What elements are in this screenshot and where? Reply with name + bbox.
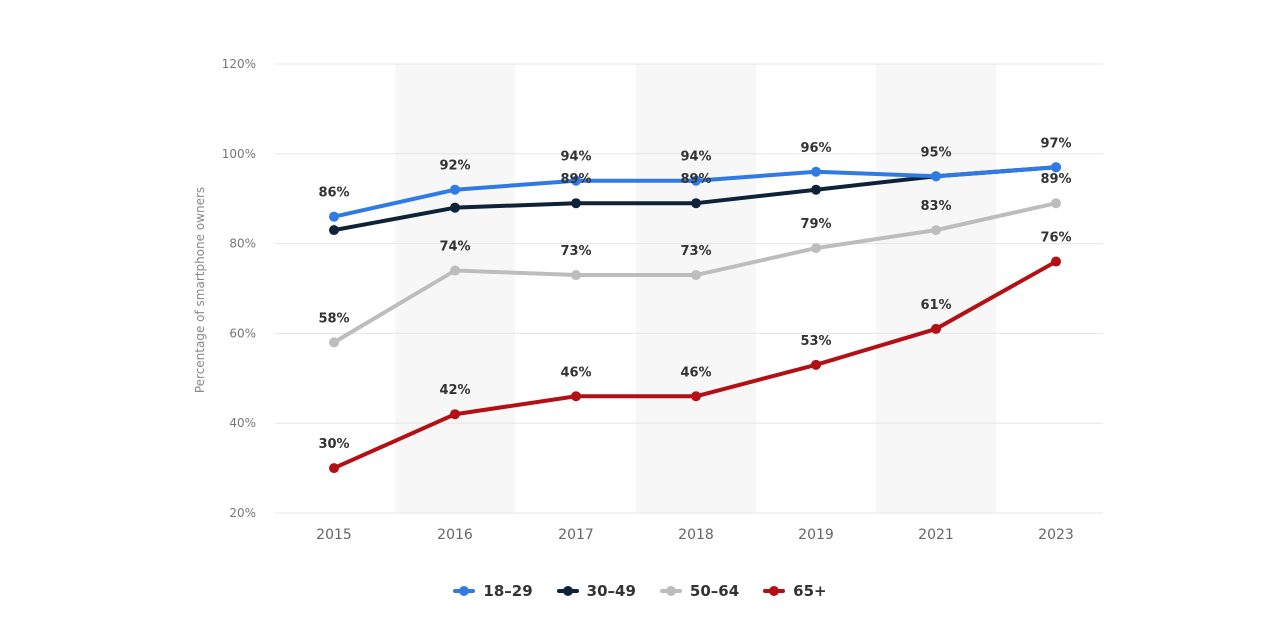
y-axis-tick-labels: 20% 40% 60% 80% 100% 120% (222, 57, 256, 520)
data-label: 89% (560, 172, 591, 187)
data-point (691, 391, 701, 402)
y-tick-label: 120% (222, 57, 256, 71)
data-label: 61% (920, 298, 951, 313)
data-label: 83% (920, 199, 951, 214)
data-label: 94% (560, 150, 591, 165)
data-point (450, 202, 460, 213)
x-tick-label: 2018 (678, 527, 714, 543)
legend-dot (665, 586, 676, 596)
legend-dot (562, 586, 573, 596)
data-point (571, 391, 581, 402)
data-point (931, 323, 941, 334)
x-tick-label: 2017 (558, 527, 594, 543)
data-label: 73% (560, 244, 591, 259)
x-tick-label: 2016 (437, 527, 473, 543)
data-point (571, 270, 581, 281)
y-tick-label: 80% (229, 237, 256, 251)
legend-marker-icon (556, 585, 579, 597)
legend-label: 30–49 (586, 582, 636, 600)
data-point (329, 337, 339, 348)
y-tick-label: 60% (229, 326, 256, 340)
data-point (571, 198, 581, 209)
data-point (329, 211, 339, 222)
data-label: 76% (1040, 231, 1071, 246)
data-label: 89% (680, 172, 711, 187)
chart-legend: 18–29 30–49 50–64 65+ (0, 578, 1280, 604)
legend-item[interactable]: 30–49 (556, 582, 636, 600)
data-label: 46% (560, 365, 591, 380)
data-label: 89% (1040, 172, 1071, 187)
data-point (329, 463, 339, 474)
legend-item[interactable]: 65+ (763, 582, 827, 600)
column-band (636, 64, 756, 513)
series-3 (329, 198, 1061, 348)
data-label: 95% (920, 145, 951, 160)
data-point (450, 409, 460, 420)
data-label: 46% (680, 365, 711, 380)
x-tick-label: 2015 (316, 527, 352, 543)
y-tick-label: 40% (229, 416, 256, 430)
legend-label: 50–64 (689, 582, 740, 600)
series-lines (329, 162, 1061, 474)
y-tick-label: 20% (229, 506, 256, 520)
data-labels: 86% 92% 94% 94% 96% 95% 89% 89% 97% 58% 74% 73% 73% 7… (318, 136, 1071, 452)
legend-dot (769, 586, 780, 596)
data-point (811, 243, 821, 254)
x-axis-tick-labels: 2015 2016 2017 2018 2019 2021 2023 (316, 527, 1074, 543)
data-point (571, 175, 581, 186)
legend-marker-icon (453, 585, 476, 597)
data-label: 86% (318, 186, 349, 201)
data-point (691, 198, 701, 209)
series-1 (329, 162, 1061, 222)
column-band (395, 64, 515, 513)
data-label: 96% (800, 141, 831, 156)
legend-dot (459, 586, 470, 596)
data-label: 97% (1040, 136, 1071, 151)
data-point (811, 184, 821, 195)
data-label: 94% (680, 150, 711, 165)
data-point (931, 171, 941, 182)
data-label: 58% (318, 311, 349, 326)
x-tick-label: 2023 (1038, 527, 1074, 543)
y-tick-label: 100% (222, 147, 256, 161)
data-point (450, 265, 460, 276)
data-point (329, 225, 339, 236)
data-point (811, 359, 821, 370)
legend-item[interactable]: 18–29 (453, 582, 533, 600)
data-label: 79% (800, 217, 831, 232)
data-label: 30% (318, 437, 349, 452)
legend-item[interactable]: 50–64 (659, 582, 740, 600)
y-gridlines (275, 63, 1103, 514)
column-band (876, 64, 996, 513)
data-label: 73% (680, 244, 711, 259)
data-point (691, 175, 701, 186)
data-point (1051, 256, 1061, 267)
data-point (811, 166, 821, 177)
legend-marker-icon (659, 585, 682, 597)
legend-marker-icon (763, 585, 786, 597)
y-axis-label: Percentage of smartphone owners (193, 187, 207, 393)
data-label: 74% (439, 240, 470, 255)
data-label: 53% (800, 334, 831, 349)
data-label: 92% (439, 159, 470, 174)
data-point (931, 225, 941, 236)
x-tick-label: 2021 (918, 527, 954, 543)
data-label: 42% (439, 383, 470, 398)
legend-label: 18–29 (483, 582, 533, 600)
series-4 (329, 256, 1061, 474)
alternating-column-bands (395, 64, 996, 513)
data-point (450, 184, 460, 195)
data-point (1051, 162, 1061, 173)
x-tick-label: 2019 (798, 527, 834, 543)
data-point (1051, 198, 1061, 209)
legend-label: 65+ (793, 582, 827, 600)
data-point (691, 270, 701, 281)
